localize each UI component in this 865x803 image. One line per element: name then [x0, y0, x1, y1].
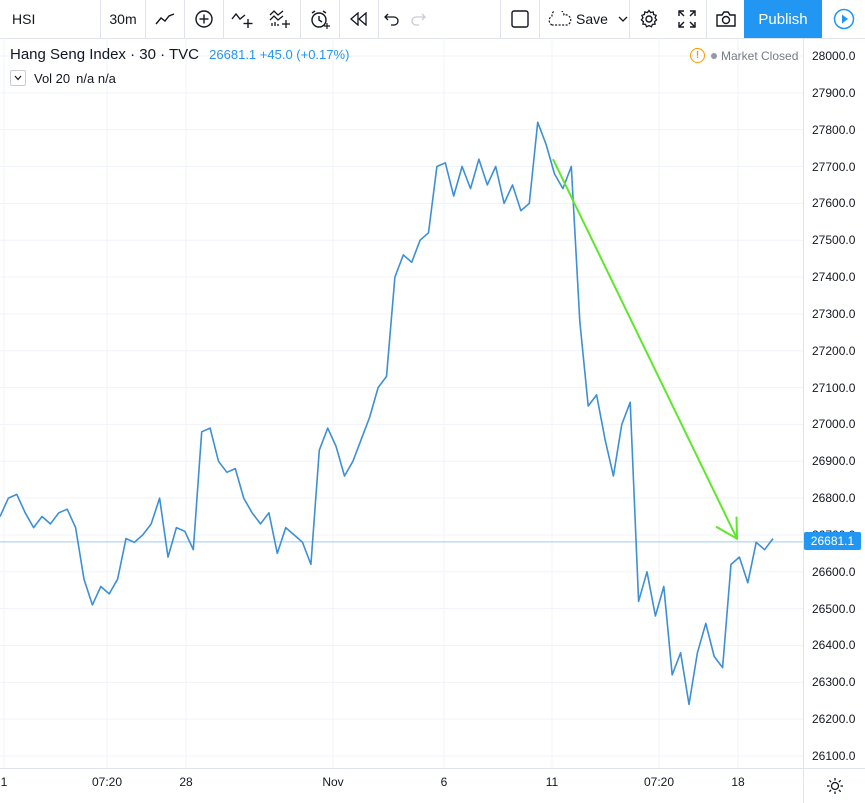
undo-button[interactable] [379, 0, 405, 38]
plus-circle-icon [195, 10, 213, 28]
chart-legend: Hang Seng Index · 30 · TVC 26681.1 +45.0… [10, 46, 349, 63]
symbol-label: HSI [12, 11, 36, 27]
templates-button[interactable] [262, 0, 300, 38]
x-tick-label: 11 [545, 775, 559, 789]
price-axis[interactable]: 28000.0 27900.0 27800.0 27700.0 27600.0 27500… [803, 38, 865, 768]
y-tick-label: 27300.0 [812, 306, 856, 321]
alarm-clock-icon [311, 10, 330, 29]
y-tick-label: 26500.0 [812, 601, 856, 616]
market-status-label: Market Closed [721, 48, 799, 63]
chart-style-button[interactable] [146, 0, 184, 38]
alert-button[interactable] [301, 0, 339, 38]
divider [500, 0, 501, 38]
x-tick-label: 28 [179, 775, 193, 789]
interval-label: 30m [109, 11, 137, 27]
y-tick-label: 27500.0 [812, 233, 856, 248]
trend-arrow-head [715, 516, 739, 541]
divider [184, 0, 185, 38]
line-chart-icon [155, 13, 175, 25]
y-tick-label: 28000.0 [812, 49, 856, 63]
x-tick-label: 1 [0, 775, 8, 789]
layout-button[interactable] [501, 0, 539, 38]
top-toolbar: HSI 30m Save [0, 0, 865, 39]
settings-button[interactable] [630, 0, 668, 38]
x-tick-label: Nov [322, 775, 344, 789]
gear-icon [640, 9, 658, 28]
indicators-button[interactable] [224, 0, 262, 38]
divider [223, 0, 224, 38]
y-tick-label: 27200.0 [812, 343, 856, 358]
play-circle-icon [833, 8, 854, 30]
volume-label: Vol 20 [34, 70, 71, 86]
collapse-legend-button[interactable] [10, 70, 26, 86]
trend-arrow-line[interactable] [552, 158, 738, 540]
undo-icon [384, 13, 399, 26]
y-tick-label: 27100.0 [812, 380, 856, 395]
symbol-search-button[interactable]: HSI [0, 0, 100, 38]
divider [629, 0, 630, 38]
axis-settings-button[interactable] [803, 768, 865, 803]
y-tick-label: 26800.0 [812, 491, 856, 506]
sun-icon [827, 778, 843, 794]
compare-button[interactable] [185, 0, 223, 38]
chevron-down-icon [14, 75, 22, 81]
x-tick-label: 07:20 [643, 775, 675, 789]
warning-icon: ! [690, 48, 705, 63]
save-label: Save [576, 11, 608, 27]
y-tick-label: 27800.0 [812, 122, 856, 137]
divider [300, 0, 301, 38]
price-series-line[interactable] [0, 121, 774, 706]
square-icon [511, 10, 529, 28]
y-tick-label: 26300.0 [812, 675, 856, 690]
templates-icon [269, 10, 290, 28]
x-tick-label: 07:20 [91, 775, 123, 789]
publish-button[interactable]: Publish [744, 0, 822, 38]
y-tick-label: 27600.0 [812, 196, 856, 211]
redo-button[interactable] [405, 0, 431, 38]
y-tick-label: 26200.0 [812, 712, 856, 727]
divider [378, 0, 379, 38]
chevron-down-icon [618, 16, 628, 22]
interval-button[interactable]: 30m [101, 0, 145, 38]
legend-price-info: 26681.1 +45.0 (+0.17%) [209, 47, 350, 62]
status-dot-icon [711, 52, 717, 59]
y-tick-label: 27000.0 [812, 417, 856, 432]
save-button[interactable]: Save [545, 0, 629, 38]
rewind-icon [350, 12, 367, 26]
publish-label: Publish [758, 10, 808, 28]
volume-legend: Vol 20 n/a n/a [10, 70, 116, 86]
y-tick-label: 26900.0 [812, 454, 856, 469]
x-tick-label: 18 [731, 775, 745, 789]
legend-title: Hang Seng Index · 30 · TVC [10, 46, 199, 63]
market-status: ! Market Closed [690, 48, 798, 63]
divider [539, 0, 540, 38]
fullscreen-button[interactable] [668, 0, 706, 38]
y-tick-label: 26400.0 [812, 638, 856, 653]
y-tick-label: 26600.0 [812, 564, 856, 579]
y-tick-label: 27700.0 [812, 159, 856, 174]
y-tick-label: 27900.0 [812, 85, 856, 100]
x-tick-label: 6 [440, 775, 448, 789]
time-axis[interactable]: 1 07:20 28 Nov 6 11 07:20 18 [0, 768, 803, 803]
replay-button[interactable] [340, 0, 378, 38]
cloud-icon [548, 11, 572, 26]
indicators-icon [231, 12, 253, 28]
divider [706, 0, 707, 38]
redo-icon [411, 13, 426, 26]
divider [145, 0, 146, 38]
divider [100, 0, 101, 38]
price-chart[interactable] [0, 38, 803, 768]
current-price-tag: 26681.1 [804, 532, 861, 550]
snapshot-button[interactable] [707, 0, 744, 38]
fullscreen-icon [678, 10, 696, 28]
play-button[interactable] [822, 0, 865, 38]
y-tick-label: 27400.0 [812, 270, 856, 285]
divider [339, 0, 340, 38]
volume-values: n/a n/a [76, 70, 116, 86]
camera-icon [715, 11, 736, 27]
y-tick-label: 26100.0 [812, 749, 856, 763]
